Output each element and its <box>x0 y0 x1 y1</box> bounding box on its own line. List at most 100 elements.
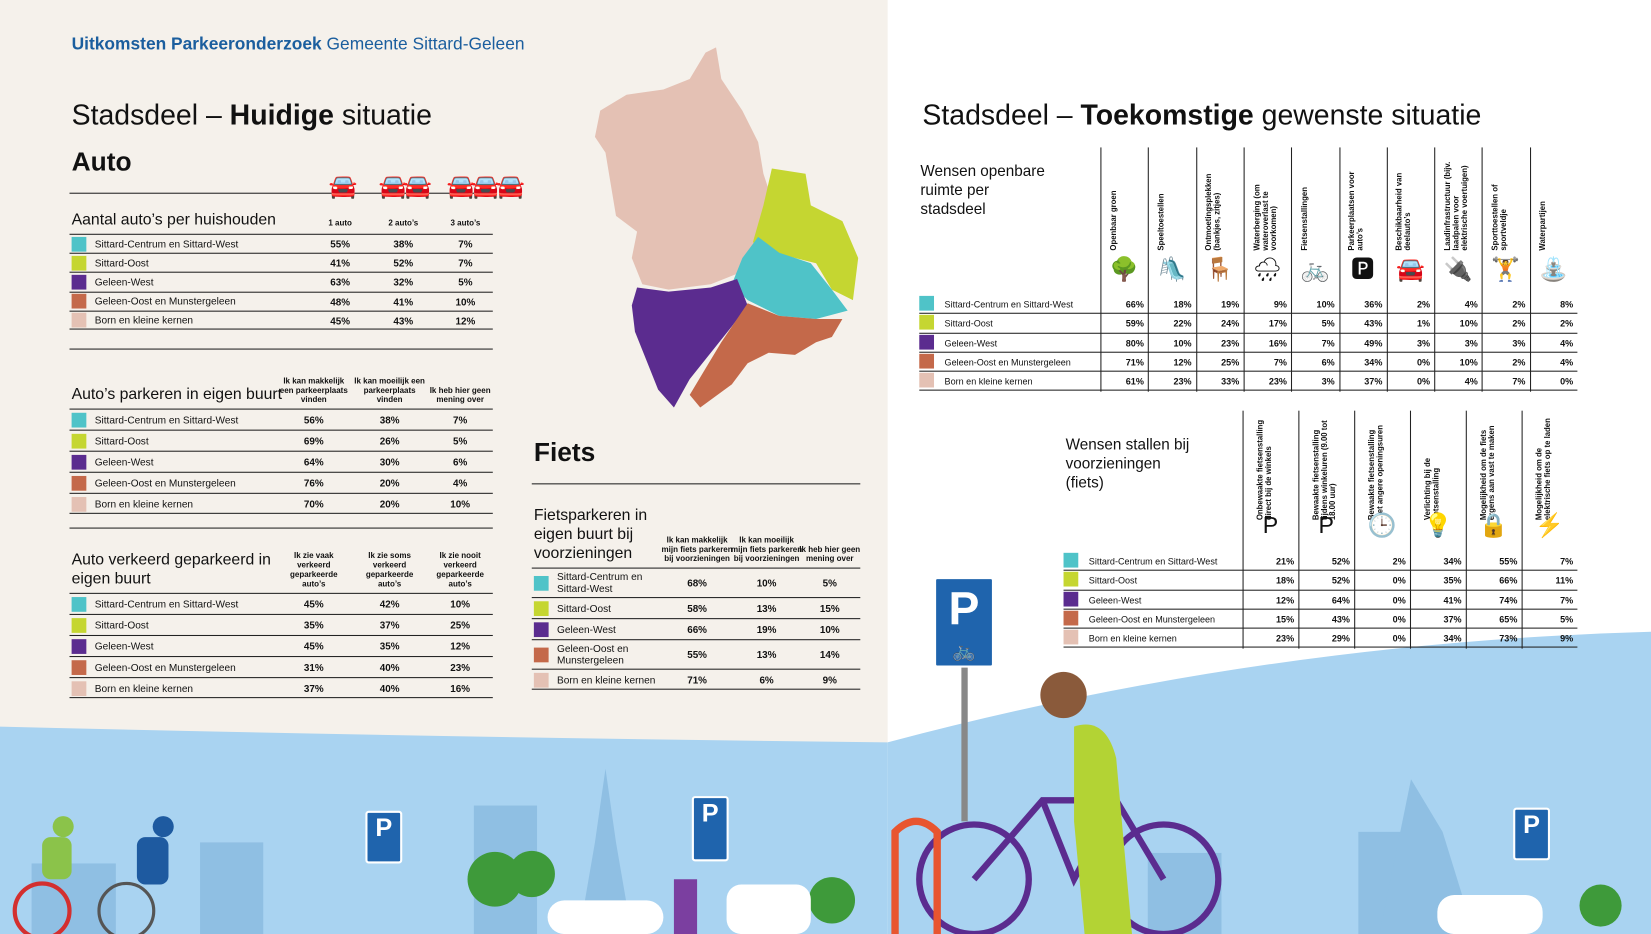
column-header: Speeltoestellen <box>1156 193 1166 251</box>
value-cell: 2% <box>1560 318 1574 329</box>
region-label: Geleen-West <box>94 456 154 469</box>
region-swatch <box>919 372 935 388</box>
table-row: Born en kleine kernen 70% 20% 10% <box>69 492 493 514</box>
heading-rest: situatie <box>333 98 432 131</box>
region-swatch <box>919 334 935 350</box>
value-cell: 19% <box>1221 299 1240 310</box>
value-cell: 35% <box>303 619 324 631</box>
region-label: Geleen-West <box>94 640 154 653</box>
value-cell: 4% <box>1560 337 1574 349</box>
column-header: Ik kan makkelijk mijn fiets parkeren bij… <box>661 534 733 564</box>
value-cell: 29% <box>1331 633 1350 644</box>
value-cell: 17% <box>1268 318 1287 329</box>
value-cell: 14% <box>819 648 840 661</box>
value-cell: 18% <box>1173 299 1192 310</box>
column-divider <box>1434 147 1436 392</box>
value-cell: 38% <box>393 237 414 250</box>
value-cell: 23% <box>1221 337 1240 349</box>
value-cell: 22% <box>1173 318 1192 329</box>
left-heading: Stadsdeel – Huidige situatie <box>72 99 432 132</box>
table-row: Sittard-Oost 69% 26% 5% <box>69 429 493 451</box>
column-header: Parkeerplaatsen voor auto’s <box>1346 171 1365 251</box>
table-row: Geleen-West 12% 64% 0% 41% 74% 7% <box>1063 590 1578 610</box>
region-swatch <box>71 596 87 612</box>
value-cell: 41% <box>1443 594 1462 606</box>
column-header: Ik heb hier geen mening over <box>429 385 491 405</box>
region-swatch <box>533 621 549 637</box>
column-header: Openbaar groen <box>1108 190 1118 251</box>
value-cell: 10% <box>455 295 476 308</box>
parking-letter: P <box>1523 810 1541 840</box>
table-row: Geleen-West 66% 19% 10% <box>531 618 861 639</box>
value-cell: 31% <box>303 661 324 673</box>
table-row: Sittard-Centrum en Sittard-West 68% 10% 5% <box>531 567 861 597</box>
value-cell: 7% <box>1560 555 1574 567</box>
value-cell: 12% <box>1173 356 1192 368</box>
table-row: Geleen-West 45% 35% 12% <box>69 634 493 656</box>
value-cell: 71% <box>687 673 707 686</box>
value-cell: 36% <box>1364 299 1383 310</box>
district-map <box>594 47 859 408</box>
bench-icon: 🪑 <box>1205 255 1235 283</box>
value-cell: 35% <box>379 640 400 652</box>
column-header: Bewaakte fietsenstalling tijdens winkelu… <box>1310 420 1337 521</box>
region-swatch <box>71 293 87 309</box>
table-row: Geleen-Oost en Munstergeleen 31% 40% 23% <box>69 656 493 677</box>
value-cell: 45% <box>330 314 350 327</box>
title-bold: Uitkomsten Parkeeronderzoek <box>71 34 322 54</box>
value-cell: 5% <box>822 577 837 589</box>
region-swatch <box>71 659 87 675</box>
right-heading: Stadsdeel – Toekomstige gewenste situati… <box>922 99 1481 132</box>
region-swatch <box>71 475 87 491</box>
fiets-heading: Fiets <box>533 438 596 468</box>
value-cell: 7% <box>453 413 468 426</box>
column-divider <box>1338 147 1340 392</box>
column-header: 2 auto’s <box>388 217 419 228</box>
column-header: Waterpartijen <box>1537 201 1548 251</box>
region-swatch <box>71 255 87 271</box>
table-title: Fietsparkeren in eigen buurt bij voorzie… <box>533 506 648 563</box>
value-cell: 74% <box>1499 594 1518 606</box>
table-row: Geleen-Oost en Munstergeleen 48% 41% 10% <box>69 291 493 310</box>
table-cars-per-household: Aantal auto’s per huishouden 1 auto 2 auto… <box>69 208 493 330</box>
table-title: Wensen openbare ruimte per stadsdeel <box>920 163 1045 218</box>
table-row: Sittard-Centrum en Sittard-West 45% 42% 10% <box>69 592 493 614</box>
region-swatch <box>533 600 549 616</box>
table-row: Sittard-Centrum en Sittard-West 56% 38% 7% <box>69 408 493 430</box>
value-cell: 10% <box>450 598 471 610</box>
title-rest: Gemeente Sittard-Geleen <box>326 34 525 54</box>
value-cell: 4% <box>1464 299 1478 310</box>
value-cell: 45% <box>303 640 324 652</box>
value-cell: 7% <box>1321 337 1335 349</box>
column-header: Ik kan makkelijk een parkeerplaats vinde… <box>279 375 348 405</box>
value-cell: 5% <box>453 434 468 447</box>
value-cell: 64% <box>1331 594 1350 606</box>
value-cell: 8% <box>1560 299 1574 310</box>
region-swatch <box>71 236 87 252</box>
column-header: Ik zie nooit verkeerd geparkeerde auto’s <box>436 550 484 589</box>
region-swatch <box>71 313 87 328</box>
region-swatch <box>533 575 549 591</box>
region-label: Geleen-Oost en Munstergeleen <box>94 296 236 308</box>
region-label: Sittard-Centrum en Sittard-West <box>94 238 239 251</box>
value-cell: 61% <box>1125 376 1144 387</box>
value-cell: 23% <box>450 661 471 673</box>
region-label: Geleen-Oost en Munstergeleen <box>557 643 629 667</box>
value-cell: 7% <box>458 237 473 250</box>
table-row: Sittard-Centrum en Sittard-West 55% 38% 7% <box>69 233 493 253</box>
region-swatch <box>71 454 87 470</box>
column-header: Onbewaakte fietsenstalling direct bij de… <box>1254 419 1273 521</box>
region-label: Born en kleine kernen <box>94 315 194 327</box>
table-title: Auto’s parkeren in eigen buurt <box>71 385 283 404</box>
charging-station-icon: 🔌 <box>1443 255 1473 283</box>
bicycle-rack-icon: 🚲 <box>1300 255 1330 283</box>
value-cell: 48% <box>330 295 350 308</box>
value-cell: 23% <box>1173 376 1192 387</box>
value-cell: 45% <box>303 598 324 610</box>
value-cell: 0% <box>1392 575 1406 586</box>
value-cell: 30% <box>379 455 400 468</box>
value-cell: 5% <box>458 276 473 288</box>
value-cell: 4% <box>1464 376 1478 387</box>
value-cell: 65% <box>1499 613 1518 625</box>
column-divider <box>1354 410 1356 649</box>
